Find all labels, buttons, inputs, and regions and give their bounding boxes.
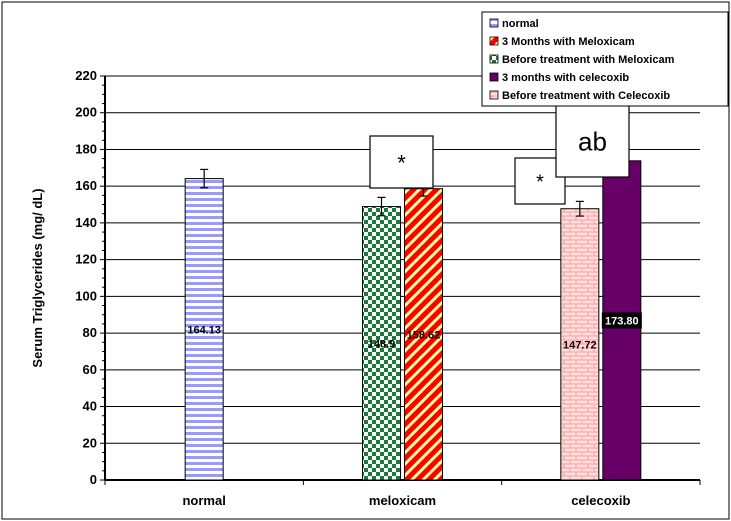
x-category-label: meloxicam: [369, 493, 436, 508]
legend-swatch: [489, 90, 499, 100]
legend-label: Before treatment with Meloxicam: [502, 54, 675, 66]
legend-swatch: [489, 72, 499, 82]
y-tick-label: 40: [83, 399, 97, 414]
y-tick-label: 20: [83, 435, 97, 450]
legend: normal 3 Months with Meloxicam Before trea…: [481, 11, 729, 107]
legend-swatch: [489, 54, 499, 64]
annotation-text: *: [536, 172, 544, 194]
y-tick-label: 220: [75, 68, 97, 83]
legend-swatch: [489, 36, 499, 46]
annotation-box: [369, 135, 434, 189]
y-tick-label: 60: [83, 362, 97, 377]
x-category-label: celecoxib: [571, 493, 630, 508]
legend-swatch: [489, 18, 499, 28]
y-tick-label: 100: [75, 288, 97, 303]
data-label: 173.80: [605, 315, 639, 327]
legend-label: 3 months with celecoxib: [502, 72, 629, 84]
y-tick-label: 0: [90, 472, 97, 487]
bar: [184, 178, 224, 481]
y-tick-label: 180: [75, 141, 97, 156]
data-label: 147.72: [563, 339, 597, 351]
bars: 164.13 148.9 158.62 147.72 173.80: [184, 160, 642, 481]
bar: [560, 208, 600, 481]
annotation-text: *: [397, 150, 406, 175]
annotation-text: ab: [578, 126, 607, 156]
data-label: 164.13: [187, 324, 221, 336]
y-tick-label: 80: [83, 325, 97, 340]
legend-label: Before treatment with Celecoxib: [502, 90, 670, 102]
y-tick-label: 120: [75, 252, 97, 267]
legend-box: [481, 11, 729, 107]
y-axis-title: Serum Triglycerides (mg/ dL): [30, 188, 45, 367]
x-category-label: normal: [182, 493, 225, 508]
data-label: 158.62: [407, 329, 441, 341]
bar: [404, 188, 443, 481]
legend-label: 3 Months with Meloxicam: [502, 36, 635, 48]
y-tick-label: 160: [75, 178, 97, 193]
data-label: 148.9: [368, 338, 396, 350]
data-label-background: [601, 312, 642, 329]
axes: 0 20 40 60 80 100 120 140 160 180 200 220 Serum Trig…: [30, 68, 701, 508]
y-tick-label: 200: [75, 105, 97, 120]
y-tick-label: 140: [75, 215, 97, 230]
legend-label: normal: [502, 18, 539, 30]
